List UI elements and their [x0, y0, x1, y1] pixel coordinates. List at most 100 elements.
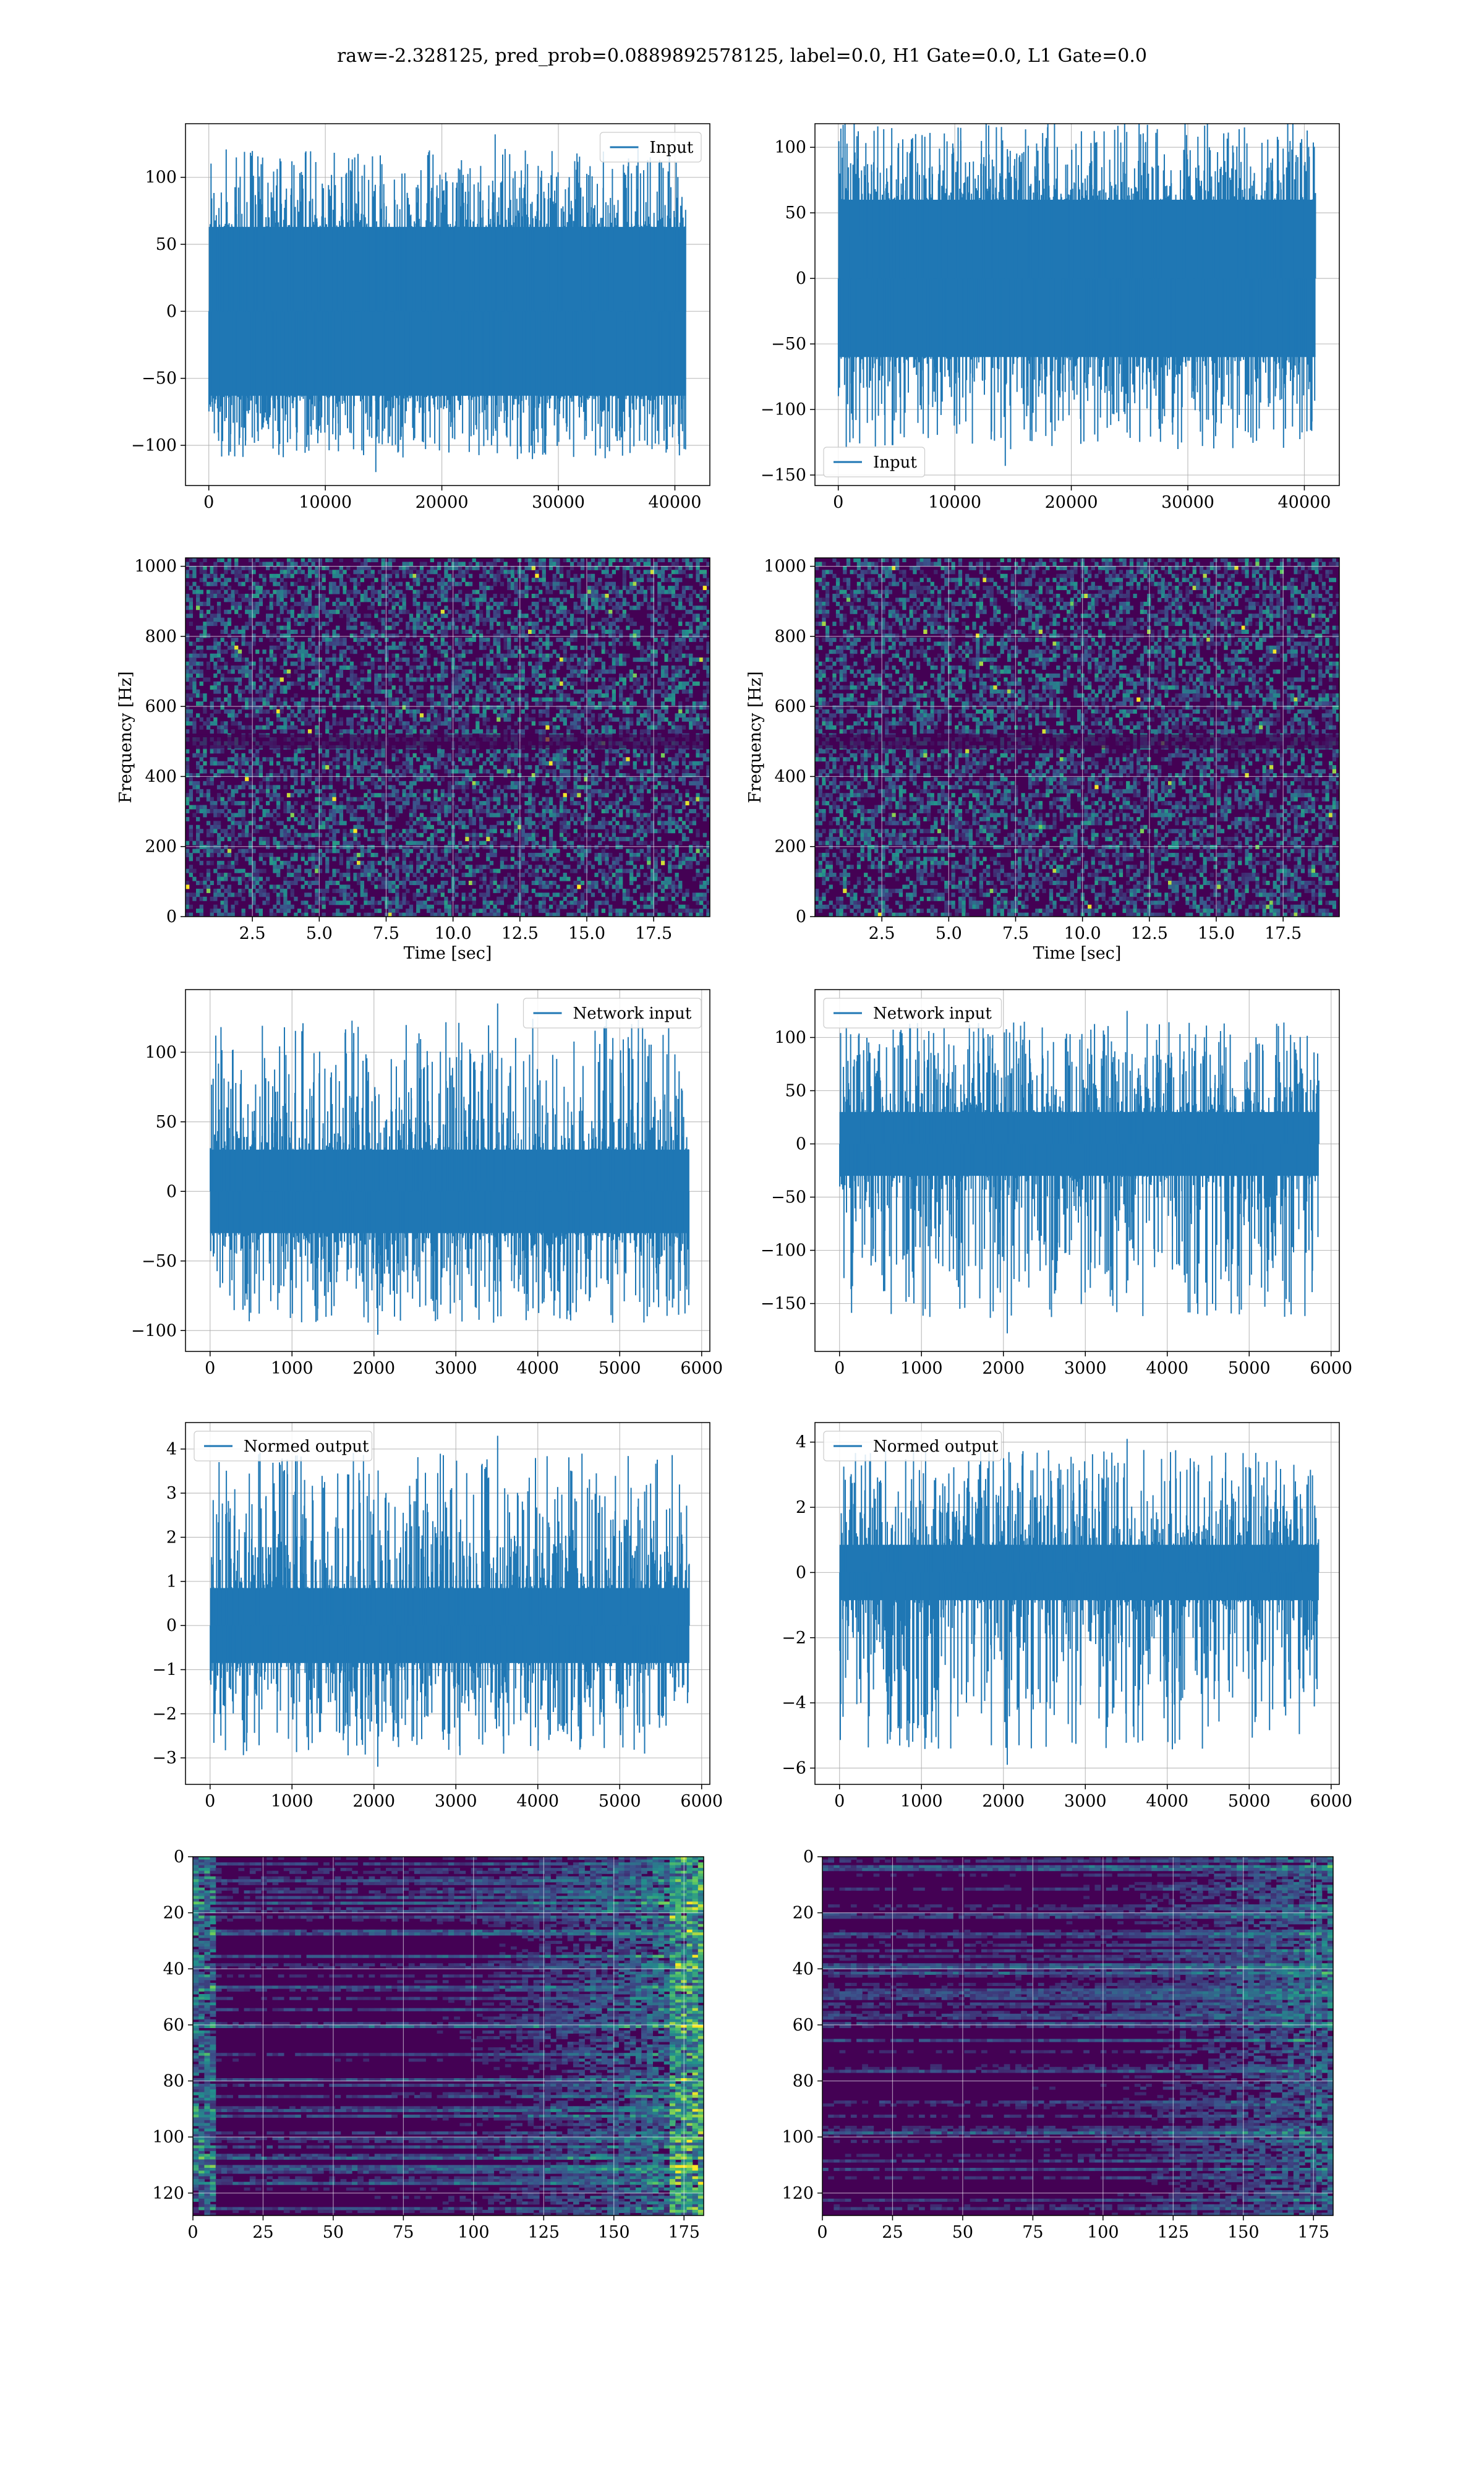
- x-tick-label: 150: [1227, 2223, 1260, 2242]
- series-line-spikes: [839, 1011, 1320, 1333]
- x-tick-label: 25: [252, 2223, 273, 2242]
- x-tick-label: 2000: [982, 1359, 1025, 1378]
- axes-frame-r3c2: [814, 989, 1340, 1352]
- x-tick-label: 25: [882, 2223, 903, 2242]
- x-tick-label: 10000: [299, 493, 352, 512]
- x-tick-label: 5000: [599, 1359, 641, 1378]
- y-tick-label: 0: [796, 1134, 806, 1154]
- x-tick-label: 3000: [1064, 1359, 1107, 1378]
- y-tick-label: 0: [166, 302, 177, 321]
- y-tick-label: 0: [166, 1182, 177, 1201]
- y-tick-label: −1: [152, 1661, 177, 1680]
- x-tick-label: 0: [187, 2223, 198, 2242]
- heatmap-image-r2c1: [186, 558, 710, 917]
- x-tick-label: 5000: [1228, 1792, 1271, 1811]
- x-tick-label: 10.0: [1064, 924, 1101, 943]
- x-tick-label: 100: [1087, 2223, 1119, 2242]
- x-tick-label: 30000: [532, 493, 585, 512]
- y-tick-label: 1: [166, 1572, 177, 1591]
- x-tick-label: 20000: [1045, 493, 1098, 512]
- y-tick-label: 3: [166, 1484, 177, 1503]
- legend-label: Input: [650, 139, 694, 157]
- legend: Normed output: [823, 1431, 1002, 1462]
- y-tick-label: −50: [771, 1188, 806, 1207]
- y-tick-label: −100: [131, 436, 177, 455]
- x-tick-label: 17.5: [1264, 924, 1302, 943]
- subplot-r4c2: 0 1000 2000 3000 4000 5000 6000 −6 −4 −2 0 2 4 Normed…: [782, 1422, 1352, 1811]
- y-tick-label: −50: [771, 335, 806, 354]
- x-tick-label: 0: [203, 493, 214, 512]
- series-line-spikes: [208, 134, 686, 473]
- x-tick-label: 5.0: [936, 924, 962, 943]
- x-tick-label: 75: [393, 2223, 414, 2242]
- y-tick-label: 100: [145, 168, 177, 187]
- x-axis-label: Time [sec]: [1033, 944, 1122, 963]
- x-tick-label: 30000: [1161, 493, 1214, 512]
- axes-frame-r2c1: [185, 557, 710, 917]
- x-tick-label: 0: [205, 1359, 215, 1378]
- y-axis-label: Frequency [Hz]: [746, 671, 765, 803]
- x-tick-label: 125: [1158, 2223, 1190, 2242]
- y-tick-label: 50: [785, 203, 806, 223]
- y-tick-label: −3: [152, 1748, 177, 1768]
- legend-box: [194, 1431, 373, 1462]
- y-tick-label: 100: [774, 138, 806, 157]
- legend: Network input: [522, 998, 702, 1029]
- y-tick-label: 600: [145, 697, 177, 716]
- x-axis-label: Time [sec]: [404, 944, 492, 963]
- heatmap-image-r5c1: [193, 1857, 704, 2215]
- legend-label: Input: [873, 453, 917, 472]
- x-tick-label: 2000: [982, 1792, 1025, 1811]
- x-tick-label: 0: [834, 1359, 845, 1378]
- x-tick-label: 175: [1297, 2223, 1329, 2242]
- subplot-r5c1: 0 25 50 75 100 125 150 175 0 20 40 60 80 100 120: [152, 1847, 704, 2242]
- y-tick-label: 1000: [134, 557, 177, 576]
- y-tick-label: 20: [163, 1904, 184, 1923]
- x-tick-label: 15.0: [568, 924, 605, 943]
- x-tick-label: 0: [834, 1792, 845, 1811]
- subplot-r1c1: 0 10000 20000 30000 40000 −100 −50 0 50 100 Input: [131, 123, 710, 512]
- series-line-spikes: [210, 1436, 690, 1767]
- y-tick-label: 200: [774, 837, 806, 857]
- axes-frame-r2c2: [814, 557, 1340, 917]
- axes-frame-r4c1: [185, 1422, 710, 1785]
- legend-box: [823, 998, 1002, 1029]
- x-tick-label: 1000: [271, 1792, 313, 1811]
- y-tick-label: −2: [152, 1705, 177, 1724]
- y-tick-label: 2: [166, 1528, 177, 1547]
- y-tick-label: −50: [142, 369, 177, 388]
- y-tick-label: 0: [166, 1616, 177, 1635]
- axes-frame-r1c2: [814, 123, 1340, 486]
- y-tick-label: 50: [156, 1113, 177, 1132]
- x-tick-label: 150: [598, 2223, 630, 2242]
- subplot-r2c1: 2.5 5.0 7.5 10.0 12.5 15.0 17.5 0 200 400 600 800 10…: [116, 557, 710, 963]
- x-tick-label: 50: [952, 2223, 973, 2242]
- x-tick-label: 10.0: [435, 924, 472, 943]
- y-tick-label: 400: [145, 767, 177, 786]
- y-tick-label: 60: [793, 2016, 814, 2035]
- y-tick-label: −4: [782, 1693, 806, 1713]
- x-tick-label: 7.5: [373, 924, 399, 943]
- y-tick-label: 0: [803, 1847, 814, 1867]
- x-tick-label: 15.0: [1198, 924, 1235, 943]
- y-tick-label: 120: [152, 2184, 184, 2203]
- axes-frame-r1c1: [185, 123, 710, 486]
- axes-frame-r3c1: [185, 989, 710, 1352]
- x-tick-label: 40000: [1278, 493, 1331, 512]
- axes-frame-r5c1: [192, 1856, 704, 2216]
- legend: Network input: [823, 998, 1002, 1029]
- x-tick-label: 50: [323, 2223, 344, 2242]
- y-tick-label: −2: [782, 1629, 806, 1648]
- y-tick-label: 60: [163, 2016, 184, 2035]
- subplot-grid: 0 10000 20000 30000 40000−100−50050100Input0…: [116, 123, 1352, 2242]
- y-tick-label: 20: [793, 1904, 814, 1923]
- x-tick-label: 2000: [352, 1792, 395, 1811]
- y-tick-label: 0: [796, 907, 806, 927]
- x-tick-label: 1000: [900, 1359, 943, 1378]
- y-tick-label: 0: [166, 907, 177, 927]
- x-tick-label: 3000: [1064, 1792, 1107, 1811]
- y-tick-label: 0: [796, 269, 806, 288]
- x-tick-label: 175: [668, 2223, 700, 2242]
- x-tick-label: 5000: [599, 1792, 641, 1811]
